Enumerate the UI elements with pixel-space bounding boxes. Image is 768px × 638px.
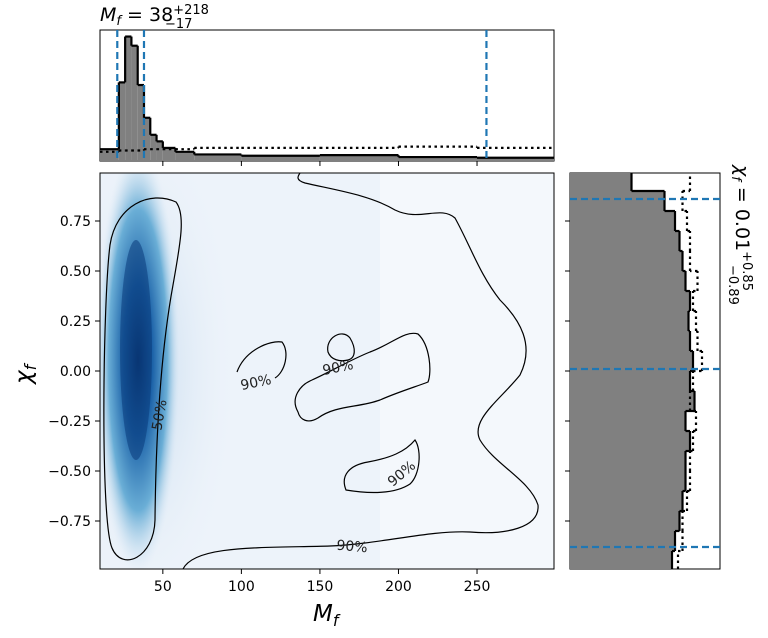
x-axis-label: Mf [313, 601, 341, 630]
hist-bar [194, 154, 242, 161]
contour-90 [294, 332, 431, 422]
contour-90 [236, 341, 287, 379]
y-axis-label: χf [11, 362, 40, 386]
upper: +218 [173, 3, 209, 18]
y-tick-label: 0.25 [60, 314, 91, 330]
hist-bar [156, 141, 163, 161]
contour-label: 90% [336, 538, 368, 557]
x-tick-label: 150 [307, 579, 334, 595]
hist-bar [118, 82, 126, 161]
hist-bar [570, 491, 683, 511]
subscript: f [333, 611, 341, 630]
hist-bar [137, 85, 144, 161]
density-background [380, 173, 554, 569]
hist-bar [398, 157, 478, 161]
x-tick-label: 50 [154, 579, 172, 595]
subscript: f [21, 362, 40, 370]
hist-bar [241, 155, 320, 161]
median: = 38 [121, 4, 173, 26]
hist-bar [570, 391, 695, 411]
y-tick-label: 0.50 [60, 264, 91, 280]
symbol: χ [731, 164, 753, 177]
hist-bar [570, 271, 686, 291]
lower: −0.89 [725, 265, 740, 305]
hist-bar [570, 431, 690, 451]
hist-bar [570, 331, 690, 351]
symbol: M [100, 4, 116, 26]
contours [103, 173, 539, 569]
hist-bar [570, 211, 675, 231]
hist-bar [570, 173, 632, 191]
symbol: M [313, 601, 333, 627]
contour-90 [182, 173, 539, 569]
y-tick-label: 0.75 [60, 214, 91, 230]
hist-bar [150, 134, 157, 161]
upper: +0.85 [739, 251, 754, 291]
top-title: Mf = 38+218 −17 [100, 3, 209, 32]
hist-bar [125, 36, 132, 161]
hist-bar [162, 147, 176, 161]
right-title: χf = 0.01+0.85−0.89 [725, 164, 754, 305]
y-tick-label: −0.50 [48, 464, 91, 480]
y-tick-label: −0.25 [48, 414, 91, 430]
hist-bar [570, 291, 690, 311]
subscript: f [728, 176, 743, 183]
contour-label: 90% [321, 357, 355, 379]
hist-bar [570, 251, 683, 271]
lower: −17 [165, 17, 192, 32]
hist-bar [570, 311, 689, 331]
contour-label: 90% [239, 372, 273, 394]
subscript: f [116, 14, 123, 29]
contour-50 [103, 197, 182, 561]
density-map: 50% 90% 90% 90% 90% [100, 173, 554, 569]
hist-bar [131, 45, 138, 161]
hist-bar [570, 371, 690, 391]
hist-bar [570, 551, 672, 569]
hist-bar [175, 151, 195, 161]
contour-90 [327, 333, 355, 362]
hist-bar [570, 451, 686, 471]
y-tick-label: −0.75 [48, 514, 91, 530]
x-tick-label: 250 [464, 579, 491, 595]
hist-bar [570, 191, 665, 211]
x-tick-label: 100 [228, 579, 255, 595]
median: = 0.01 [731, 181, 753, 251]
y-tick-label: 0.00 [60, 364, 91, 380]
hist-bar [570, 511, 680, 531]
hist-bar [570, 351, 693, 371]
contour-label: 50% [149, 398, 170, 431]
symbol: χ [11, 369, 37, 386]
x-tick-label: 200 [385, 579, 412, 595]
hist-bar [100, 149, 119, 161]
contour-90 [343, 439, 420, 494]
hist-bar [477, 157, 554, 161]
hist-bar [143, 117, 151, 161]
hist-bar [570, 471, 686, 491]
hist-bar [319, 155, 399, 161]
density-core [120, 240, 152, 460]
hist-bar [570, 411, 686, 431]
hist-bar [570, 231, 680, 251]
